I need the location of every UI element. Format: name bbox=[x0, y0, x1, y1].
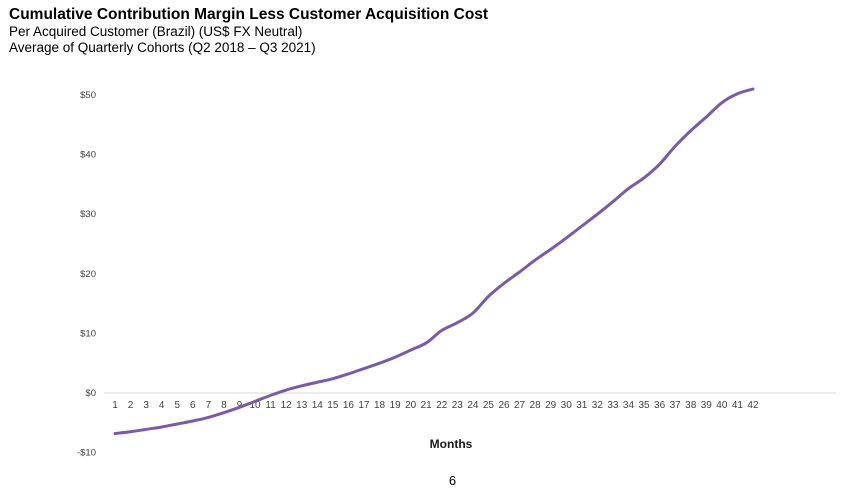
chart-subtitle: Per Acquired Customer (Brazil) (US$ FX N… bbox=[9, 24, 303, 39]
y-tick-label: $10 bbox=[80, 328, 96, 339]
x-tick-label: 41 bbox=[732, 400, 744, 411]
page-number: 6 bbox=[448, 473, 457, 488]
x-tick-label: 39 bbox=[701, 400, 713, 411]
x-tick-label: 37 bbox=[670, 400, 682, 411]
x-tick-label: 34 bbox=[623, 400, 635, 411]
x-tick-label: 17 bbox=[358, 400, 370, 411]
x-axis: 1 2 3 4 5 6 7 8 9 10 11 12 13 14 15 16 17 18 19 20 21 22 23 24 2… bbox=[112, 400, 759, 411]
x-tick-label: 10 bbox=[249, 400, 261, 411]
x-tick-label: 33 bbox=[607, 400, 619, 411]
x-tick-label: 11 bbox=[265, 400, 276, 411]
x-tick-label: 30 bbox=[561, 400, 573, 411]
x-tick-label: 3 bbox=[143, 400, 149, 411]
x-tick-label: 7 bbox=[206, 400, 212, 411]
x-tick-label: 26 bbox=[498, 400, 510, 411]
x-tick-label: 42 bbox=[747, 400, 759, 411]
x-tick-label: 2 bbox=[128, 400, 134, 411]
x-tick-label: 1 bbox=[112, 400, 118, 411]
x-tick-label: 25 bbox=[483, 400, 495, 411]
x-tick-label: 8 bbox=[221, 400, 227, 411]
y-tick-label: $0 bbox=[85, 388, 96, 399]
y-tick-label: $50 bbox=[80, 90, 96, 101]
y-tick-label: $40 bbox=[80, 150, 96, 161]
x-tick-label: 24 bbox=[467, 400, 479, 411]
chart-title: Cumulative Contribution Margin Less Cust… bbox=[9, 6, 489, 23]
x-tick-label: 16 bbox=[343, 400, 355, 411]
x-tick-label: 36 bbox=[654, 400, 666, 411]
x-tick-label: 19 bbox=[390, 400, 402, 411]
x-tick-label: 27 bbox=[514, 400, 526, 411]
x-tick-label: 32 bbox=[592, 400, 604, 411]
y-tick-label: $30 bbox=[80, 209, 96, 220]
x-tick-label: 5 bbox=[174, 400, 180, 411]
x-tick-label: 6 bbox=[190, 400, 196, 411]
x-tick-label: 13 bbox=[296, 400, 308, 411]
x-tick-label: 28 bbox=[530, 400, 542, 411]
x-tick-label: 15 bbox=[327, 400, 339, 411]
x-tick-label: 9 bbox=[237, 400, 243, 411]
x-tick-label: 12 bbox=[281, 400, 293, 411]
x-tick-label: 38 bbox=[685, 400, 697, 411]
x-tick-label: 35 bbox=[638, 400, 650, 411]
y-tick-label: $20 bbox=[80, 269, 96, 280]
chart-cohort-note: Average of Quarterly Cohorts (Q2 2018 – … bbox=[9, 40, 316, 55]
x-tick-label: 18 bbox=[374, 400, 386, 411]
x-tick-label: 23 bbox=[452, 400, 464, 411]
y-axis: $50 $40 $30 $20 $10 $0 -$10 bbox=[77, 90, 96, 459]
x-tick-label: 22 bbox=[436, 400, 448, 411]
x-tick-label: 31 bbox=[576, 400, 588, 411]
x-tick-label: 20 bbox=[405, 400, 417, 411]
x-axis-label: Months bbox=[430, 437, 473, 451]
x-tick-label: 21 bbox=[421, 400, 433, 411]
x-tick-label: 29 bbox=[545, 400, 557, 411]
y-tick-label: -$10 bbox=[77, 448, 96, 459]
series-line bbox=[113, 87, 755, 436]
x-tick-label: 40 bbox=[716, 400, 728, 411]
x-tick-label: 14 bbox=[312, 400, 324, 411]
chart-header: Cumulative Contribution Margin Less Cust… bbox=[9, 6, 488, 56]
x-tick-label: 4 bbox=[159, 400, 165, 411]
